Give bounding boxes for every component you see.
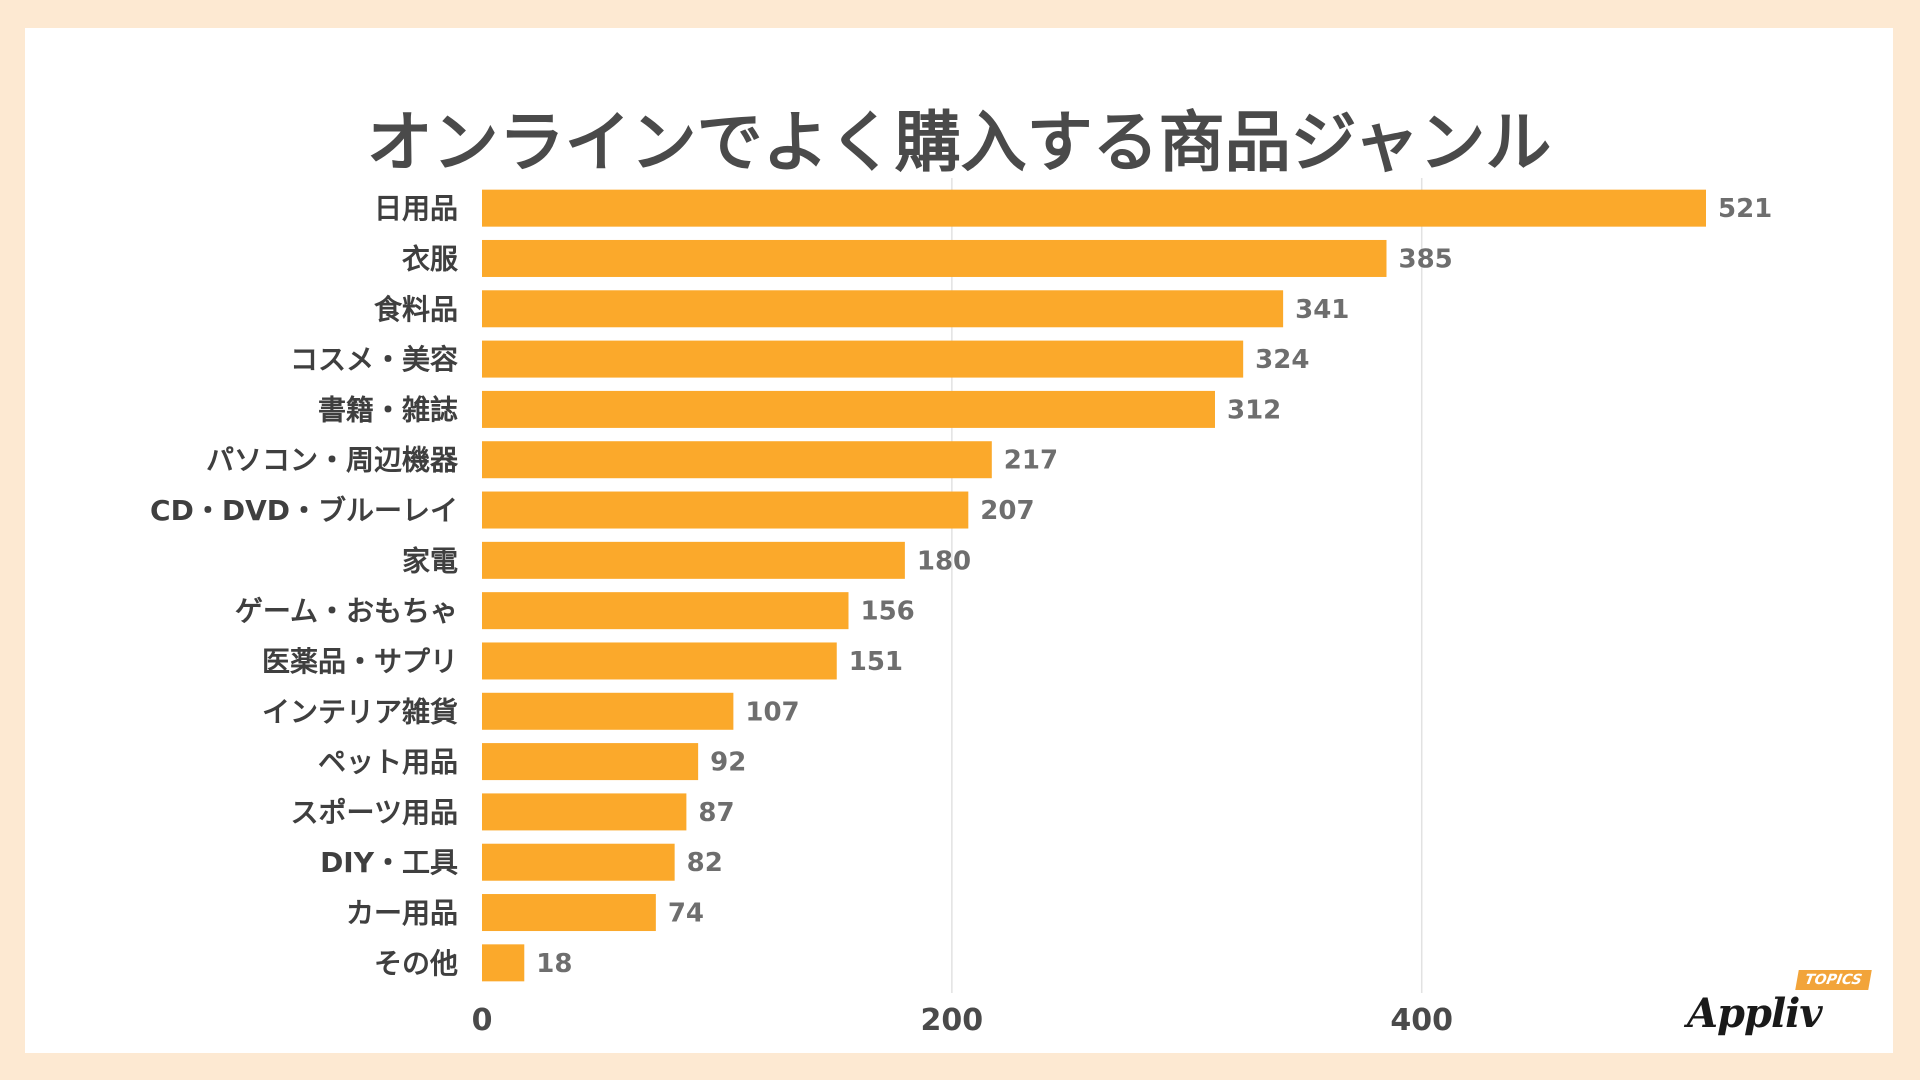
bar xyxy=(482,541,905,579)
bar-chart: 0 200 400 日用品 521 衣服 385 食料品 341 コスメ・美容 324 書籍・雑誌 31… xyxy=(150,178,1772,1038)
x-tick-label: 400 xyxy=(1390,1003,1453,1038)
category-label: CD・DVD・ブルーレイ xyxy=(150,494,458,527)
x-tick-label: 200 xyxy=(921,1003,984,1038)
value-label: 207 xyxy=(980,496,1034,526)
bar xyxy=(482,944,525,982)
logo-badge: TOPICS xyxy=(1795,970,1872,990)
value-label: 341 xyxy=(1295,295,1349,325)
bar xyxy=(482,642,837,680)
bar xyxy=(482,894,656,932)
appliv-topics-logo: TOPICS Appliv xyxy=(1687,970,1872,1050)
category-label: インテリア雑貨 xyxy=(262,695,458,728)
category-label: 医薬品・サプリ xyxy=(262,645,458,678)
value-label: 156 xyxy=(860,597,914,627)
bar xyxy=(482,239,1387,277)
value-label: 74 xyxy=(668,899,704,929)
bar xyxy=(482,441,992,479)
bar xyxy=(482,390,1215,428)
value-label: 92 xyxy=(710,748,746,778)
category-label: DIY・工具 xyxy=(320,846,458,879)
category-label: 家電 xyxy=(402,544,458,577)
chart-card: オンラインでよく購入する商品ジャンル 0 200 400 日用品 521 衣服 385 食料品… xyxy=(25,28,1893,1053)
bar xyxy=(482,491,969,529)
value-label: 87 xyxy=(698,798,734,828)
category-label: 書籍・雑誌 xyxy=(318,393,458,426)
bar xyxy=(482,592,849,630)
value-label: 151 xyxy=(849,647,903,677)
bar xyxy=(482,843,675,881)
category-label: カー用品 xyxy=(346,897,458,930)
x-tick-label: 0 xyxy=(472,1003,493,1038)
bar xyxy=(482,793,687,831)
bar xyxy=(482,189,1706,227)
category-label: ペット用品 xyxy=(318,746,458,779)
bar xyxy=(482,340,1244,378)
category-label: 衣服 xyxy=(402,242,459,275)
value-label: 107 xyxy=(745,697,799,727)
logo-text: Appliv xyxy=(1687,990,1823,1037)
category-label: 日用品 xyxy=(374,192,458,225)
category-label: スポーツ用品 xyxy=(291,796,458,829)
bar xyxy=(482,743,699,781)
value-label: 385 xyxy=(1398,244,1452,274)
value-label: 324 xyxy=(1255,345,1309,375)
category-label: その他 xyxy=(374,947,458,980)
category-label: 食料品 xyxy=(374,293,458,326)
chart-title: オンラインでよく購入する商品ジャンル xyxy=(366,104,1552,181)
value-label: 521 xyxy=(1718,194,1772,224)
category-label: パソコン・周辺機器 xyxy=(206,444,459,477)
value-label: 82 xyxy=(687,848,723,878)
value-label: 18 xyxy=(536,949,572,979)
value-label: 217 xyxy=(1004,446,1058,476)
value-label: 312 xyxy=(1227,395,1281,425)
value-label: 180 xyxy=(917,546,971,576)
bar xyxy=(482,692,734,730)
bar xyxy=(482,290,1284,328)
category-label: ゲーム・おもちゃ xyxy=(235,595,458,628)
category-label: コスメ・美容 xyxy=(290,343,458,376)
